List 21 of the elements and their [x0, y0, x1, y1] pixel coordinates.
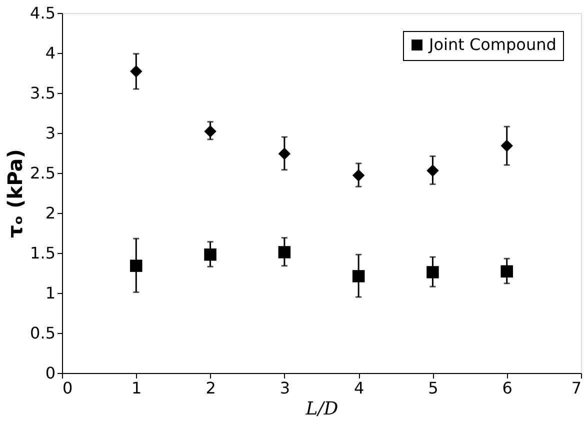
- x-tick-label: 3: [280, 378, 290, 398]
- x-tick-label: 7: [571, 378, 582, 398]
- y-tick-label: 3: [45, 124, 56, 142]
- y-tick-label: 1.5: [30, 244, 56, 262]
- y-tick-label: 4.5: [30, 4, 56, 22]
- x-axis-title: L/D: [304, 398, 339, 420]
- x-tick-label: 0: [62, 378, 73, 398]
- y-tick-label: 4: [45, 44, 56, 62]
- legend-label: Joint Compound: [428, 35, 556, 54]
- x-tick-label: 4: [354, 378, 364, 398]
- x-tick-label: 6: [502, 378, 512, 398]
- y-tick-label: 1: [45, 284, 56, 302]
- y-tick-label: 2.5: [30, 164, 56, 182]
- x-tick-label: 5: [428, 378, 438, 398]
- y-tick-label: 0: [45, 364, 56, 382]
- y-tick-label: 3.5: [30, 84, 56, 102]
- y-axis-title: τₒ (kPa): [3, 149, 28, 238]
- x-tick-label: 1: [132, 378, 142, 398]
- y-tick-label: 2: [45, 204, 56, 222]
- x-tick-label: 2: [206, 378, 216, 398]
- y-tick-label: 0.5: [30, 324, 56, 342]
